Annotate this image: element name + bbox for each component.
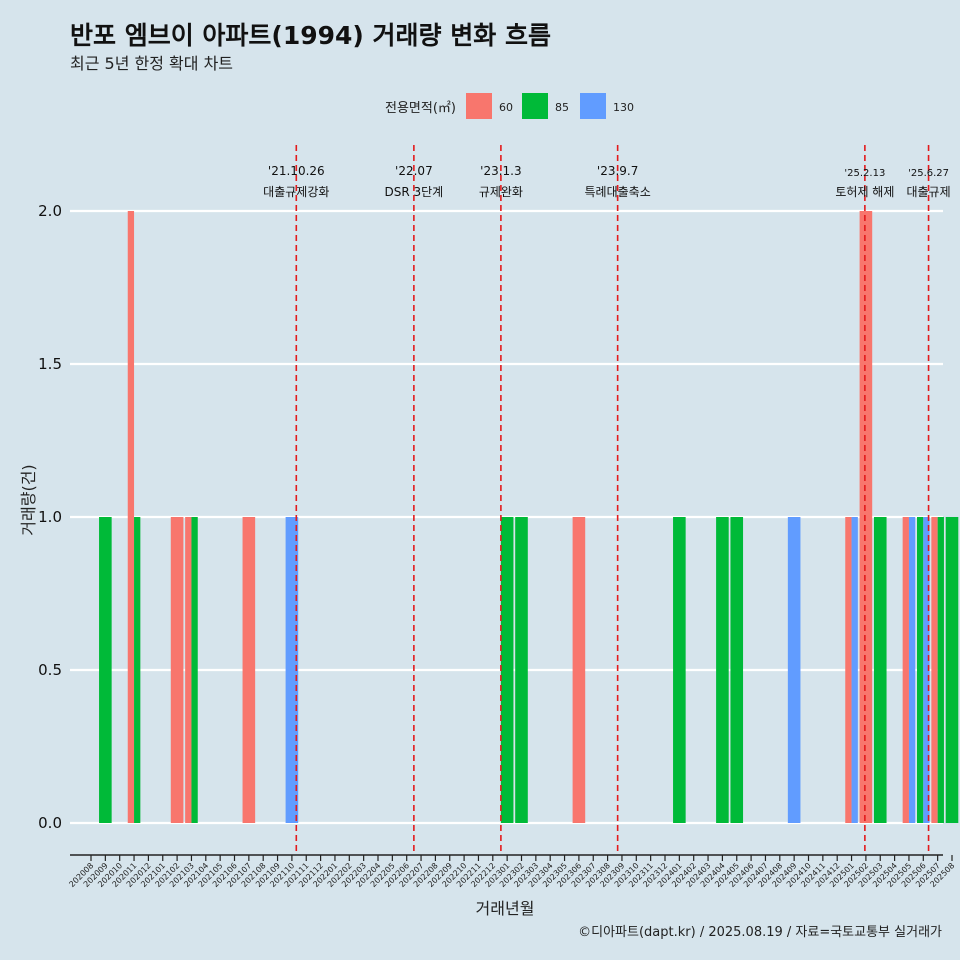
bar-202507-60 bbox=[931, 517, 938, 823]
y-tick-labels: 0.0 0.5 1.0 1.5 2.0 bbox=[38, 202, 62, 832]
event-name-label: DSR 3단계 bbox=[385, 185, 444, 199]
bar-202011-60 bbox=[127, 211, 135, 823]
bars bbox=[99, 211, 959, 823]
event-name-label: 토허제 해제 bbox=[835, 185, 894, 199]
y-tick-label: 0.5 bbox=[38, 661, 62, 679]
bar-202011-85 bbox=[134, 517, 141, 823]
legend: 전용면적(㎡) 60 85 130 bbox=[385, 93, 634, 119]
legend-label-130: 130 bbox=[613, 101, 634, 114]
y-tick-label: 1.5 bbox=[38, 355, 62, 373]
event-date-label: '25.2.13 bbox=[844, 168, 885, 179]
legend-label-60: 60 bbox=[499, 101, 513, 114]
y-tick-label: 2.0 bbox=[38, 202, 62, 220]
event-name-label: 대출규제강화 bbox=[263, 185, 329, 199]
bar-202302-85 bbox=[515, 517, 528, 823]
bar-202502-60 bbox=[859, 211, 873, 823]
bar-202107-60 bbox=[242, 517, 256, 823]
legend-swatch-60 bbox=[466, 93, 492, 119]
bar-202102-60 bbox=[170, 517, 184, 823]
event-date-label: '23.1.3 bbox=[480, 164, 521, 178]
bar-202506-85 bbox=[917, 517, 924, 823]
y-axis-title: 거래량(건) bbox=[19, 464, 38, 535]
x-axis-title: 거래년월 bbox=[476, 899, 535, 918]
event-name-label: 대출규제 bbox=[906, 185, 950, 199]
bar-202409-130 bbox=[787, 517, 801, 823]
legend-label-85: 85 bbox=[555, 101, 569, 114]
y-tick-label: 0.0 bbox=[38, 814, 62, 832]
event-name-label: 특례대출축소 bbox=[585, 185, 651, 199]
y-tick-label: 1.0 bbox=[38, 508, 62, 526]
bar-202301-85 bbox=[500, 517, 514, 823]
event-name-label: 규제완화 bbox=[479, 185, 523, 199]
legend-swatch-130 bbox=[580, 93, 606, 119]
bar-202405-85 bbox=[730, 517, 744, 823]
legend-title: 전용면적(㎡) bbox=[385, 101, 456, 116]
x-axis: 2020082020092020102020112020122021012021… bbox=[67, 854, 956, 889]
bar-202404-85 bbox=[716, 517, 729, 823]
bar-202501-130 bbox=[851, 517, 858, 823]
bar-202508-85 bbox=[945, 517, 959, 823]
bar-202501-60 bbox=[845, 517, 852, 823]
event-date-label: '21.10.26 bbox=[268, 164, 325, 178]
bar-202110-130 bbox=[285, 517, 299, 823]
bar-202506-130 bbox=[923, 517, 930, 823]
bar-202507-85 bbox=[937, 517, 944, 823]
bar-202503-85 bbox=[873, 517, 887, 823]
bar-202009-85 bbox=[99, 517, 112, 823]
bar-202306-60 bbox=[572, 517, 586, 823]
bar-202505-130 bbox=[908, 517, 916, 823]
event-date-label: '25.6.27 bbox=[908, 168, 949, 179]
chart-title: 반포 엠브이 아파트(1994) 거래량 변화 흐름 bbox=[70, 21, 551, 50]
bar-202401-85 bbox=[673, 517, 686, 823]
bar-202103-60 bbox=[185, 517, 192, 823]
legend-swatch-85 bbox=[522, 93, 548, 119]
bar-202505-60 bbox=[902, 517, 909, 823]
event-date-label: '22.07 bbox=[395, 164, 433, 178]
caption: ©디아파트(dapt.kr) / 2025.08.19 / 자료=국토교통부 실… bbox=[578, 925, 942, 940]
event-date-label: '23.9.7 bbox=[597, 164, 638, 178]
bar-202103-85 bbox=[191, 517, 198, 823]
event-lines: '21.10.26 대출규제강화 '22.07 DSR 3단계 '23.1.3 규제완화 '… bbox=[263, 145, 951, 855]
chart-subtitle: 최근 5년 한정 확대 차트 bbox=[70, 54, 233, 73]
